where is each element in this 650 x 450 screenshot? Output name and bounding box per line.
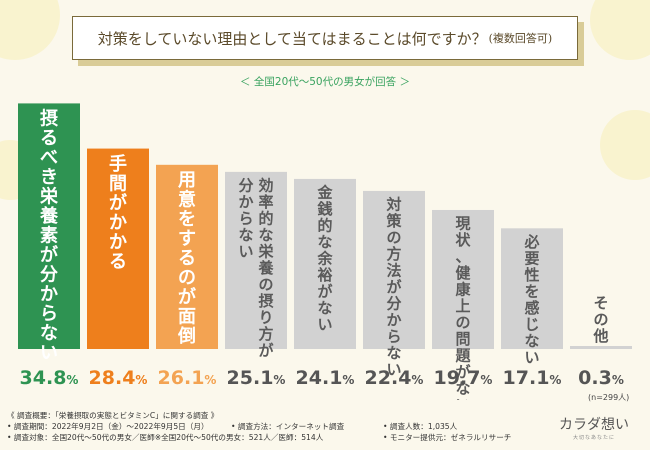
bar-label-9: その他 bbox=[592, 294, 608, 345]
brand-logo: カラダ想い 大切なあなたに bbox=[548, 414, 640, 441]
footer-period: • 調査期間：2022年9月2日（金）〜2022年9月5日（月） bbox=[7, 422, 209, 431]
bar-3 bbox=[156, 164, 218, 349]
value-label-1: 34.8% bbox=[20, 367, 79, 389]
value-label-6: 22.4% bbox=[365, 367, 424, 389]
bar-6 bbox=[363, 190, 425, 349]
footer-provider: • モニター提供元：ゼネラルリサーチ bbox=[383, 433, 512, 442]
value-label-7: 19.7% bbox=[434, 367, 493, 389]
bar-9 bbox=[570, 346, 632, 349]
title-sub: (複数回答可) bbox=[488, 32, 553, 45]
bar-label-6: 対策の方法が分からない bbox=[385, 196, 402, 379]
survey-footer: 《 調査概要：「栄養摂取の実態とビタミンC」に関する調査 》 • 調査期間：20… bbox=[7, 410, 511, 443]
footer-method: • 調査方法：インターネット調査 bbox=[231, 422, 345, 431]
logo-tagline: 大切なあなたに bbox=[572, 435, 615, 441]
sample-size-note: (n=299人) bbox=[588, 393, 630, 402]
bar-7 bbox=[432, 209, 494, 349]
footer-heading: 《 調査概要：「栄養摂取の実態とビタミンC」に関する調査 》 bbox=[7, 411, 219, 420]
value-label-2: 28.4% bbox=[89, 367, 148, 389]
value-label-3: 26.1% bbox=[158, 367, 217, 389]
value-label-5: 24.1% bbox=[296, 367, 355, 389]
title-main: 対策をしていない理由として当てはまることは何ですか？ bbox=[97, 29, 487, 48]
value-label-9: 0.3% bbox=[578, 367, 624, 389]
bar-label-3: 用意をするのが面倒 bbox=[177, 170, 196, 347]
bar-label-5: 金銭的な余裕がない bbox=[316, 184, 333, 334]
logo-name: カラダ想い bbox=[559, 417, 629, 433]
chart-title: 対策をしていない理由として当てはまることは何ですか？ (複数回答可) bbox=[72, 16, 578, 60]
bar-4 bbox=[225, 171, 287, 349]
bar-label-8: 必要性を感じない bbox=[523, 233, 539, 367]
bar-label-1: 摂るべき栄養素が分からない bbox=[39, 108, 59, 364]
bar-chart: 摂るべき栄養素が分からない 34.8% 手間がかかる 28.4% 用意をするのが面倒 26… bbox=[18, 103, 632, 400]
bar-8 bbox=[501, 228, 563, 349]
decoration-circle bbox=[600, 110, 650, 180]
footer-target: • 調査対象：全国20代〜50代の男女／医師※全国20代〜50代の男女：521人… bbox=[7, 433, 324, 442]
chart-subtitle: ＜ 全国20代〜50代の男女が回答 ＞ bbox=[240, 76, 410, 88]
footer-count: • 調査人数：1,035人 bbox=[383, 422, 458, 431]
bar-1 bbox=[18, 103, 80, 349]
bar-label-4: 効率的な栄養の摂り方が bbox=[257, 177, 274, 360]
bar-2 bbox=[87, 148, 149, 349]
bar-label-2: 手間がかかる bbox=[109, 153, 127, 272]
bar-label-4: 分からない bbox=[238, 177, 253, 261]
bar-label-7: 現状、健康上の問題がない bbox=[455, 215, 471, 400]
bar-5 bbox=[294, 178, 356, 349]
value-label-8: 17.1% bbox=[503, 367, 562, 389]
value-label-4: 25.1% bbox=[227, 367, 286, 389]
